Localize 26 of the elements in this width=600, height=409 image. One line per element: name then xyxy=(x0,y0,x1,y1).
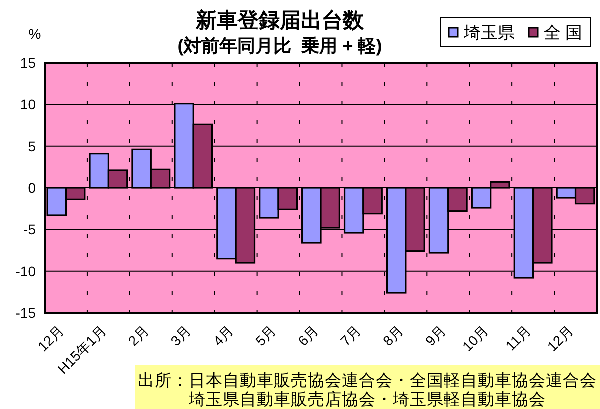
y-tick-label: 15 xyxy=(20,55,36,71)
x-tick-label: 5月 xyxy=(252,322,280,350)
legend-label: 全 国 xyxy=(544,24,583,42)
y-tick-label: -15 xyxy=(16,305,36,321)
text: 埼玉県自動車販売店協会・埼玉県軽自動車協会 xyxy=(188,390,546,409)
y-axis-title: % xyxy=(28,26,42,42)
x-tick-label: 7月 xyxy=(337,322,364,350)
x-tick-label: 6月 xyxy=(294,322,322,350)
x-tick-label: 2月 xyxy=(125,322,152,350)
x-tick-label: 8月 xyxy=(380,322,407,350)
x-tick-label: 4月 xyxy=(210,322,237,350)
x-tick-label: 12月 xyxy=(34,322,67,355)
legend-label: 埼玉県 xyxy=(463,24,515,42)
x-tick-label: 3月 xyxy=(168,322,194,350)
y-tick-label: -5 xyxy=(24,222,36,238)
x-tick-label: 10月 xyxy=(459,322,492,355)
y-tick-label: -10 xyxy=(16,263,36,280)
x-tick-label: 9月 xyxy=(422,322,450,350)
x-tick-label: 12月 xyxy=(544,322,576,355)
chart-subtitle: (対前年同月比 乗用 + 軽) xyxy=(178,36,382,56)
chart-title: 新車登録届出台数 xyxy=(195,8,365,32)
text: 出所：日本自動車販売協会連合会・全国軽自動車協会連合会 xyxy=(138,372,597,390)
x-tick-label: 11月 xyxy=(502,322,534,354)
y-tick-label: 10 xyxy=(20,96,36,113)
y-tick-label: 5 xyxy=(28,138,36,154)
y-tick-label: 0 xyxy=(28,180,36,196)
